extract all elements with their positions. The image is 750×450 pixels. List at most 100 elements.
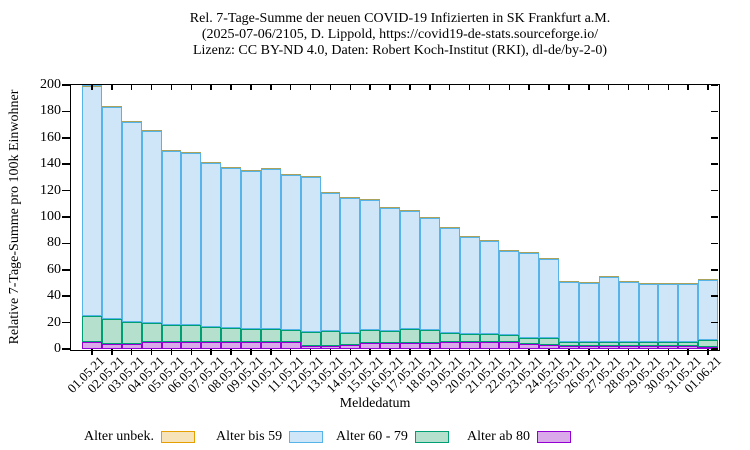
y-tick-label: 40	[47, 288, 61, 304]
bar-segment	[280, 174, 301, 330]
x-tick-label: 22.05.21	[482, 353, 525, 396]
bar-topline	[241, 169, 261, 171]
bar-segment	[618, 282, 639, 343]
bar-segment	[479, 240, 500, 334]
bar-segment	[419, 218, 440, 330]
legend-item-alter-unbek: Alter unbek.	[84, 429, 195, 445]
x-tick-label: 11.05.21	[263, 353, 307, 396]
bar-segment	[101, 343, 122, 349]
bar-segment	[618, 346, 639, 349]
bar-segment	[539, 258, 559, 339]
x-tick-label: 12.05.21	[283, 353, 327, 396]
bar-segment	[419, 343, 440, 349]
bar-segment	[539, 345, 559, 349]
bar-segment	[201, 327, 222, 343]
bar-segment	[181, 153, 202, 326]
x-tick-label: 26.05.21	[561, 353, 605, 396]
bar-segment	[459, 237, 480, 334]
bar-segment	[598, 277, 619, 343]
bar-topline	[340, 196, 361, 198]
bar-topline	[400, 210, 420, 212]
bar-topline	[439, 227, 460, 229]
bar-topline	[618, 281, 639, 283]
bar-segment	[380, 207, 400, 331]
bar-segment	[400, 329, 420, 344]
y-axis-label: Relative 7-Tage-Summe pro 100k Einwohner	[7, 89, 22, 345]
legend-item-alter-bis-59: Alter bis 59	[216, 429, 324, 445]
x-tick-label: 07.05.21	[184, 353, 227, 396]
bar-segment	[499, 251, 520, 336]
bar-segment	[578, 342, 599, 347]
y-tick-label: 60	[47, 261, 61, 277]
legend: Alter unbek. Alter bis 59 Alter 60 - 79 …	[0, 429, 750, 449]
x-tick-label: 02.05.21	[84, 353, 128, 396]
bar-topline	[698, 278, 718, 280]
bar-topline	[121, 120, 142, 122]
plot-area	[71, 85, 718, 349]
y-tick-label: 0	[54, 341, 61, 356]
chart-title-line3: Lizenz: CC BY-ND 4.0, Daten: Robert Koch…	[192, 43, 608, 58]
bar-topline	[260, 168, 281, 170]
bar-segment	[260, 329, 281, 343]
bar-segment	[678, 284, 699, 342]
bar-segment	[400, 343, 420, 349]
x-tick-label: 10.05.21	[243, 353, 287, 396]
bar-segment	[519, 253, 540, 339]
bar-segment	[300, 331, 321, 346]
bar-segment	[519, 343, 540, 349]
y-tick	[62, 216, 70, 218]
x-tick-label: 13.05.21	[303, 353, 347, 396]
y-tick	[62, 242, 70, 245]
x-tick-label: 30.05.21	[641, 353, 684, 396]
x-tick-label: 08.05.21	[203, 353, 247, 396]
bar-segment	[380, 343, 400, 349]
x-tick-label: 23.05.21	[502, 353, 545, 396]
bar-topline	[380, 206, 400, 208]
bar-segment	[141, 341, 162, 349]
x-tick-label: 27.05.21	[581, 353, 625, 396]
bar-segment	[499, 335, 520, 343]
bar-segment	[161, 151, 182, 325]
bar-segment	[559, 281, 579, 343]
x-tick-label: 24.05.21	[521, 353, 565, 396]
bar-topline	[300, 175, 321, 177]
bar-segment	[82, 85, 102, 316]
x-axis-label: Meldedatum	[339, 396, 411, 411]
bar-segment	[479, 342, 500, 349]
bar-topline	[141, 129, 162, 131]
bar-topline	[280, 173, 301, 175]
x-tick-label: 03.05.21	[104, 353, 148, 396]
bar-segment	[439, 333, 460, 342]
y-tick	[62, 110, 70, 113]
legend-item-alter-60-79: Alter 60 - 79	[336, 429, 449, 445]
y-tick	[62, 295, 70, 297]
bar-segment	[559, 346, 579, 349]
bar-topline	[499, 250, 520, 252]
x-tick-label: 28.05.21	[601, 353, 645, 396]
bar-segment	[638, 342, 659, 347]
bar-segment	[201, 162, 222, 328]
bar-segment	[380, 330, 400, 344]
x-tick-label: 19.05.21	[422, 353, 466, 396]
bar-segment	[360, 329, 381, 344]
bar-segment	[82, 342, 102, 349]
legend-swatch-orange	[160, 431, 195, 443]
y-tick	[62, 321, 70, 324]
bar-segment	[638, 284, 659, 343]
x-tick-label: 31.05.21	[661, 353, 704, 396]
legend-label: Alter bis 59	[216, 429, 283, 444]
y-tick	[62, 137, 70, 139]
bar-segment	[578, 346, 599, 349]
bar-segment	[340, 345, 361, 349]
bar-segment	[121, 321, 142, 344]
y-tick-label: 100	[40, 209, 61, 224]
bar-segment	[260, 169, 281, 330]
bar-segment	[698, 339, 718, 348]
bar-segment	[241, 341, 261, 349]
bar-segment	[678, 341, 699, 347]
bar-segment	[201, 342, 222, 349]
bar-segment	[499, 342, 520, 349]
bar-segment	[360, 199, 381, 330]
y-tick	[62, 163, 70, 165]
